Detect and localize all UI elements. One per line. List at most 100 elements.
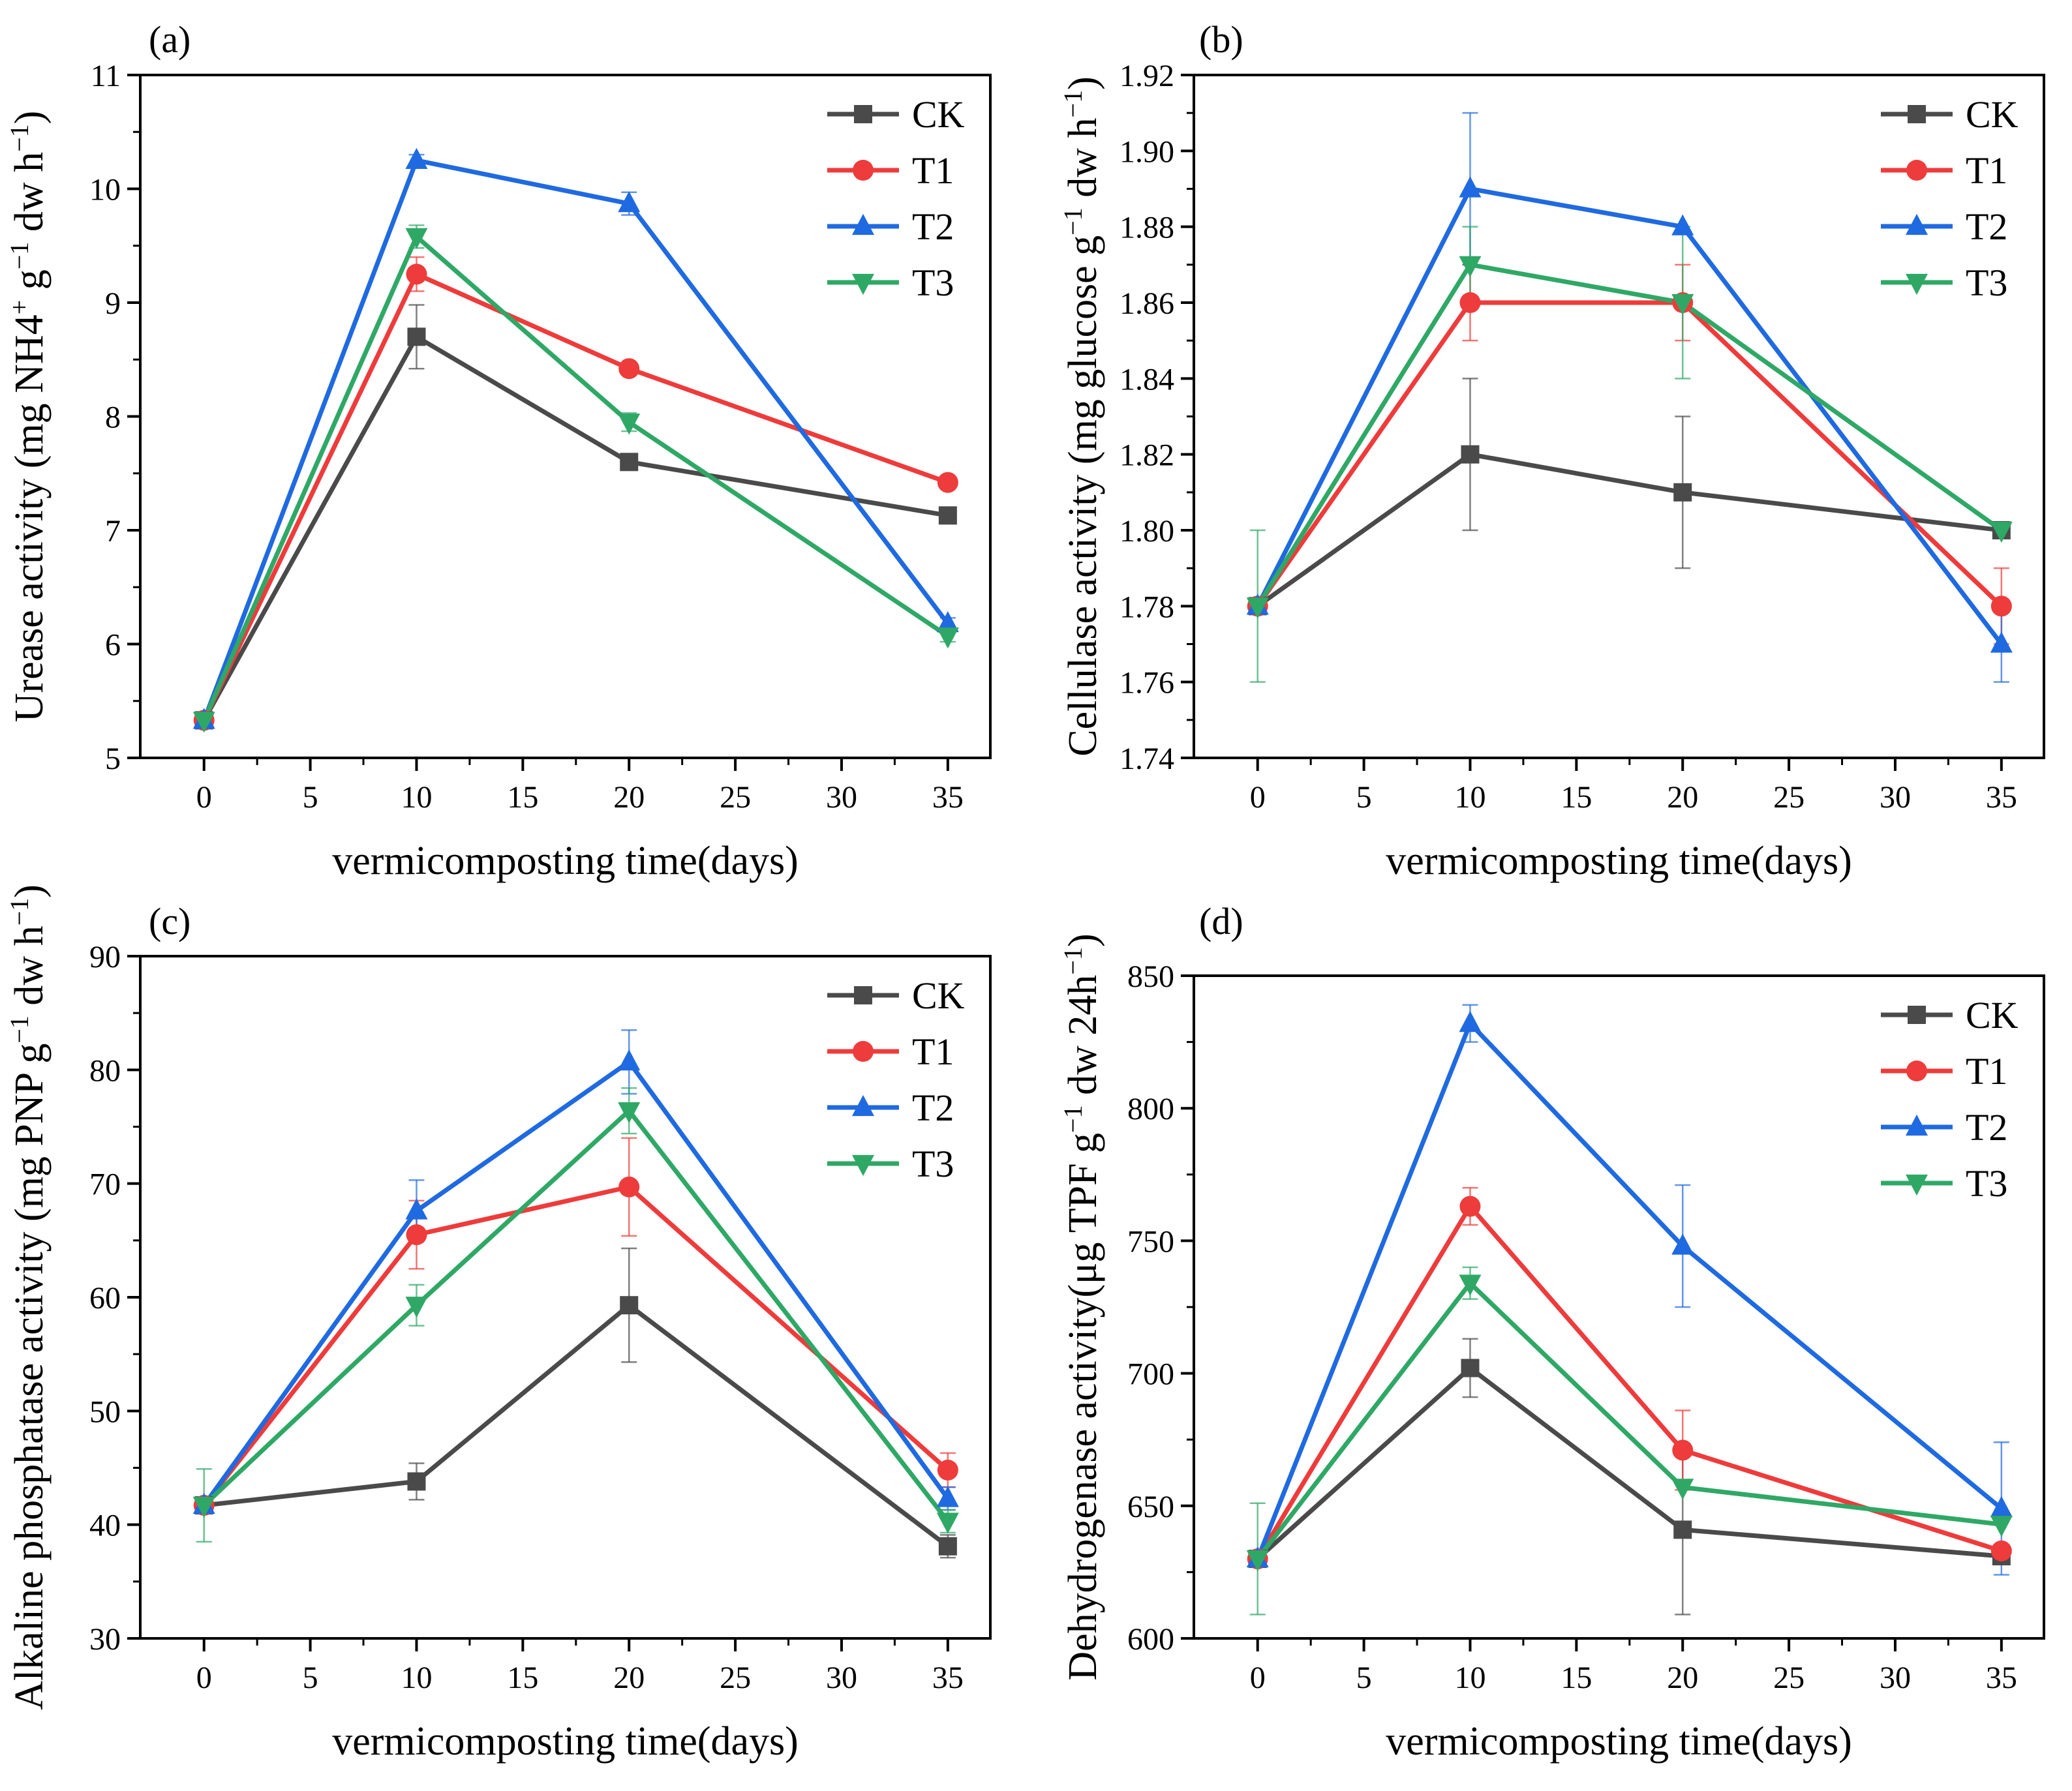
y-axis-title-superscript: −1 — [5, 124, 34, 152]
data-point-ck — [620, 453, 639, 472]
y-tick-label: 1.88 — [1120, 211, 1174, 245]
legend-item-t3: T3 — [1881, 1162, 2007, 1205]
y-axis-title-part: Cellulase activity (mg glucose g — [1061, 235, 1105, 757]
y-tick-label: 800 — [1127, 1092, 1174, 1126]
data-point-t2 — [405, 1198, 428, 1220]
y-axis-title-part: ) — [7, 884, 52, 898]
y-tick-label: 11 — [91, 59, 121, 93]
x-tick-label: 0 — [196, 780, 212, 815]
legend-marker — [852, 1154, 874, 1177]
legend-label: T3 — [1966, 1162, 2007, 1205]
y-axis-title-part: dw h — [1061, 117, 1105, 207]
y-axis-title-part: Alkaline phosphatase activity (mg PNP g — [7, 1044, 52, 1710]
legend-marker — [1908, 105, 1926, 123]
y-axis-title: Urease activity (mg NH4+ g−1 dw h−1) — [5, 111, 52, 723]
data-point-t1 — [1990, 595, 2012, 617]
legend-item-t1: T1 — [827, 149, 954, 192]
data-point-t3 — [1671, 293, 1694, 316]
y-axis-title-part: Dehydrogenase activity(μg TPF g — [1061, 1133, 1105, 1681]
series-line-ck — [1256, 1365, 2002, 1561]
data-point-t3 — [405, 228, 428, 249]
data-point-t1 — [406, 1224, 427, 1246]
y-axis-title-part: ) — [1061, 76, 1105, 90]
x-tick-label: 35 — [932, 780, 964, 815]
x-tick-label: 35 — [1986, 780, 2017, 815]
data-point-t3 — [192, 1496, 215, 1518]
data-point-t2 — [1671, 1233, 1694, 1255]
x-tick-label: 30 — [826, 780, 857, 815]
legend-item-ck: CK — [827, 974, 965, 1017]
x-tick-label: 15 — [507, 1661, 538, 1695]
legend-marker — [1906, 273, 1928, 295]
data-point-ck — [1461, 1359, 1480, 1377]
y-axis-title-superscript: −1 — [5, 898, 34, 926]
series-line-t2 — [202, 158, 950, 721]
y-axis-title-superscript: + — [5, 300, 34, 315]
y-tick-label: 40 — [89, 1509, 121, 1543]
legend-item-ck: CK — [827, 93, 965, 136]
legend-label: T2 — [912, 205, 954, 248]
y-axis-title-part: dw 24h — [1061, 975, 1105, 1106]
y-axis-title-superscript: −1 — [1058, 947, 1088, 975]
chart-panel-b: 0 5 10 15 20 25 30 35 1.74 1.76 1.78 1.80 1.82 1.84 1.… — [1058, 18, 2045, 883]
x-axis-title: vermicomposting time(days) — [332, 839, 799, 883]
x-tick-label: 25 — [720, 1661, 751, 1695]
legend-item-t1: T1 — [1881, 149, 2007, 192]
legend-marker — [852, 213, 874, 235]
legend-item-t3: T3 — [827, 262, 954, 304]
x-tick-label: 0 — [1250, 780, 1266, 815]
x-axis-title: vermicomposting time(days) — [332, 1719, 799, 1764]
legend-marker — [1906, 1061, 1927, 1081]
data-point-t2 — [618, 1049, 641, 1071]
legend-label: CK — [912, 93, 965, 136]
series-line-t3 — [1255, 1280, 2002, 1561]
y-tick-label: 7 — [105, 514, 121, 549]
legend-marker — [853, 160, 874, 181]
y-tick-label: 80 — [89, 1053, 121, 1088]
data-point-ck — [938, 506, 957, 525]
data-point-t3 — [618, 414, 641, 435]
legend-item-t3: T3 — [827, 1143, 954, 1185]
data-point-t3 — [936, 1513, 959, 1534]
legend-label: CK — [912, 974, 965, 1017]
y-axis-title-superscript: −1 — [1058, 207, 1088, 235]
y-tick-label: 9 — [105, 286, 121, 321]
y-tick-label: 1.90 — [1120, 134, 1174, 169]
legend-item-t2: T2 — [827, 1087, 954, 1129]
legend-item-t1: T1 — [827, 1031, 954, 1073]
data-point-t3 — [1246, 597, 1269, 619]
data-point-t3 — [405, 1297, 428, 1318]
y-tick-label: 1.78 — [1120, 590, 1174, 624]
legend-item-ck: CK — [1881, 93, 2019, 136]
y-tick-label: 1.84 — [1120, 362, 1174, 397]
x-tick-label: 25 — [720, 780, 751, 815]
data-point-t2 — [405, 147, 428, 169]
x-tick-label: 10 — [1454, 1661, 1485, 1695]
series-line-t2 — [1255, 1021, 2003, 1560]
data-point-t1 — [937, 472, 958, 493]
data-point-t2 — [1990, 1496, 2013, 1517]
y-axis-title-part: Urease activity (mg NH4 — [7, 314, 52, 722]
x-tick-label: 20 — [1667, 780, 1698, 815]
data-point-ck — [407, 327, 426, 346]
data-point-t2 — [1459, 176, 1482, 198]
y-axis-title: Dehydrogenase activity(μg TPF g −1 dw 24h… — [1058, 933, 1106, 1680]
y-axis-title-part: dw h — [7, 152, 52, 242]
x-tick-label: 5 — [303, 1661, 318, 1695]
data-point-t2 — [618, 191, 641, 213]
data-point-t2 — [1671, 214, 1694, 235]
y-tick-label: 700 — [1127, 1357, 1174, 1392]
legend-item-t2: T2 — [827, 205, 954, 248]
data-point-ck — [938, 1537, 957, 1556]
legend-item-t3: T3 — [1881, 262, 2007, 304]
y-tick-label: 1.82 — [1120, 438, 1174, 473]
legend-label: T2 — [1966, 1106, 2007, 1149]
y-tick-label: 1.92 — [1120, 59, 1174, 93]
chart-panel-d: 0 5 10 15 20 25 30 35 600 650 700 750 800 850 vermicom… — [1058, 900, 2045, 1764]
data-point-t3 — [1246, 1550, 1269, 1572]
y-tick-label: 600 — [1127, 1622, 1174, 1657]
x-tick-label: 15 — [1561, 1661, 1592, 1695]
y-tick-label: 5 — [105, 742, 121, 776]
legend-label: CK — [1966, 93, 2019, 136]
